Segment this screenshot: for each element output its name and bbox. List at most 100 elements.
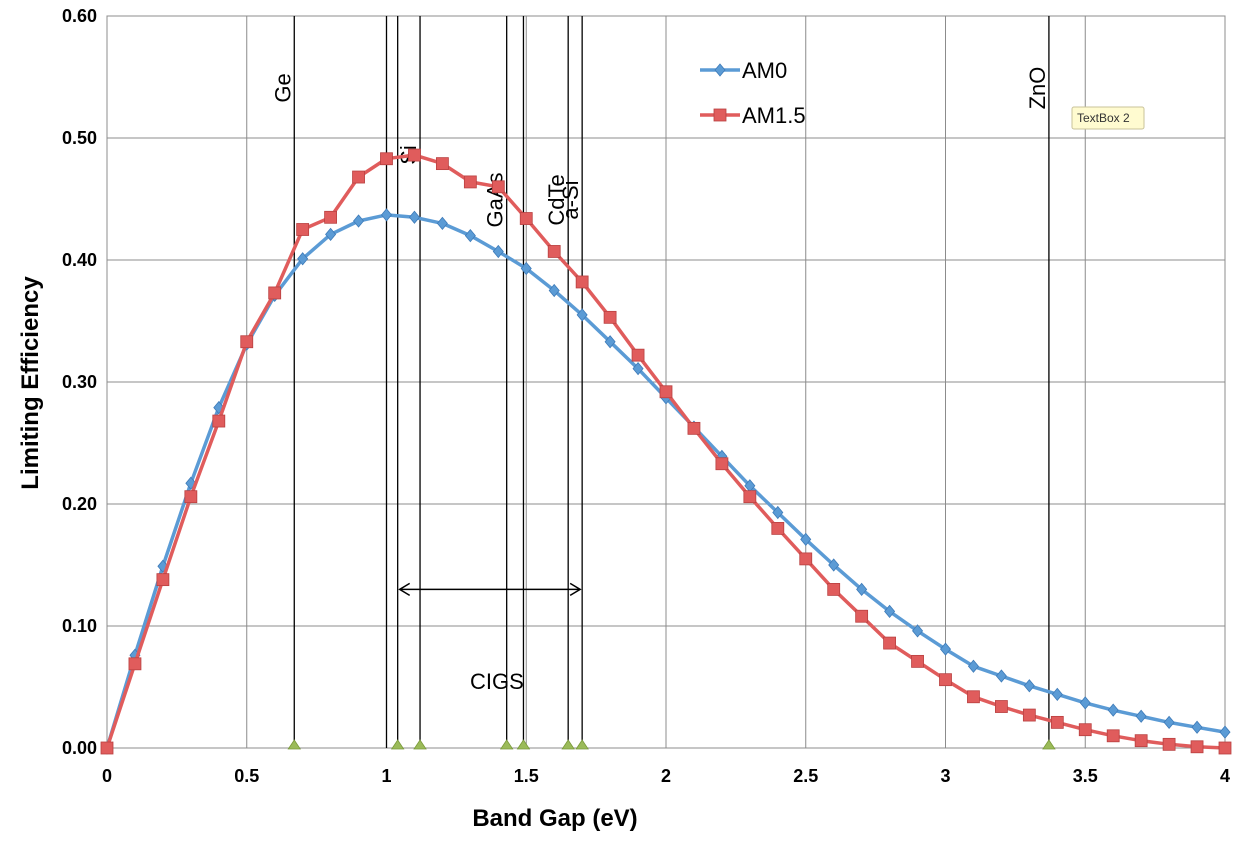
- data-point: [1218, 741, 1232, 755]
- data-point: [855, 609, 869, 623]
- bandgap-marker: [287, 739, 302, 750]
- x-tick-label: 1: [381, 766, 391, 786]
- y-tick-label: 0.60: [62, 6, 97, 26]
- data-point: [603, 310, 617, 324]
- bandgap-marker: [499, 739, 514, 750]
- data-point: [324, 210, 338, 224]
- data-point: [1051, 687, 1063, 701]
- cigs-arrowhead-right: [569, 582, 582, 597]
- data-point: [715, 457, 729, 471]
- data-point: [380, 208, 393, 222]
- x-tick-label: 2: [661, 766, 671, 786]
- bandgap-marker: [390, 739, 405, 750]
- data-point: [1219, 725, 1231, 739]
- data-point: [1023, 679, 1035, 693]
- bandgap-marker: [413, 739, 427, 750]
- data-point: [492, 244, 504, 259]
- data-point: [604, 335, 616, 349]
- material-label: ZnO: [1025, 67, 1050, 110]
- x-axis-ticks: 0 0.5 1 1.5 2 2.5 3 3.5 4: [102, 766, 1230, 786]
- data-point: [995, 700, 1008, 713]
- data-point: [1135, 709, 1147, 723]
- data-point: [911, 654, 924, 668]
- data-point: [491, 180, 505, 194]
- data-point: [772, 505, 784, 520]
- x-tick-label: 3: [940, 766, 950, 786]
- x-tick-label: 2.5: [793, 766, 818, 786]
- cigs-arrowhead-left: [398, 582, 411, 597]
- data-point: [296, 223, 310, 236]
- data-point: [827, 583, 841, 596]
- data-point: [939, 642, 952, 656]
- material-label: CdTe: [544, 174, 569, 225]
- bandgap-marker: [575, 739, 589, 750]
- data-point: [128, 657, 142, 671]
- data-point: [884, 604, 896, 618]
- data-point: [687, 421, 701, 435]
- data-point: [995, 669, 1007, 683]
- x-axis-title: Band Gap (eV): [472, 805, 637, 832]
- data-point: [435, 157, 449, 171]
- bandgap-marker: [1042, 739, 1056, 750]
- data-point: [184, 490, 198, 504]
- cigs-label: CIGS: [470, 669, 524, 694]
- data-point: [856, 582, 868, 597]
- data-point: [297, 252, 309, 266]
- data-point: [325, 227, 337, 242]
- y-tick-label: 0.00: [62, 738, 97, 758]
- data-point: [1078, 723, 1092, 737]
- x-tick-label: 1.5: [514, 766, 539, 786]
- y-tick-label: 0.10: [62, 616, 97, 636]
- data-point: [436, 216, 448, 231]
- y-axis-ticks: 0.00 0.10 0.20 0.30 0.40 0.50 0.60: [62, 6, 97, 758]
- data-point: [1191, 720, 1203, 734]
- data-point: [240, 335, 254, 349]
- data-point: [408, 148, 421, 162]
- data-point: [1022, 708, 1036, 722]
- x-tick-label: 0.5: [234, 766, 259, 786]
- data-point: [352, 170, 365, 184]
- data-point: [268, 286, 282, 300]
- data-point: [408, 210, 420, 224]
- x-tick-label: 3.5: [1073, 766, 1098, 786]
- data-point: [771, 522, 785, 535]
- data-point: [156, 573, 170, 587]
- textbox-2[interactable]: TextBox 2: [1071, 106, 1145, 130]
- data-point: [799, 552, 813, 566]
- data-point: [520, 261, 532, 276]
- data-point: [912, 624, 924, 638]
- data-point: [967, 659, 979, 673]
- data-point: [519, 212, 533, 225]
- annotations: CIGS: [287, 582, 1056, 750]
- material-label: Ge: [270, 73, 295, 102]
- data-point: [548, 283, 560, 298]
- data-point: [547, 245, 561, 258]
- data-point: [212, 414, 226, 428]
- data-point: [576, 308, 588, 322]
- y-tick-label: 0.40: [62, 250, 97, 270]
- x-tick-label: 4: [1220, 766, 1230, 786]
- data-point: [380, 152, 393, 166]
- data-point: [1106, 729, 1120, 743]
- y-axis-title: Limiting Efficiency: [17, 276, 44, 490]
- data-point: [1107, 703, 1119, 717]
- legend-label: AM1.5: [742, 103, 806, 128]
- material-label: a-Si: [558, 180, 583, 219]
- data-point: [1134, 734, 1148, 748]
- data-point: [659, 385, 673, 399]
- data-point: [353, 214, 365, 228]
- data-point: [743, 490, 757, 504]
- data-point: [575, 275, 589, 289]
- data-point: [631, 348, 645, 362]
- data-point: [632, 361, 644, 376]
- data-point: [800, 532, 812, 547]
- y-tick-label: 0.50: [62, 128, 97, 148]
- data-point: [1163, 715, 1175, 730]
- data-point: [1190, 740, 1204, 754]
- data-point: [828, 558, 840, 572]
- data-point: [1162, 737, 1176, 751]
- series-layer: [100, 148, 1232, 755]
- data-point: [939, 673, 952, 687]
